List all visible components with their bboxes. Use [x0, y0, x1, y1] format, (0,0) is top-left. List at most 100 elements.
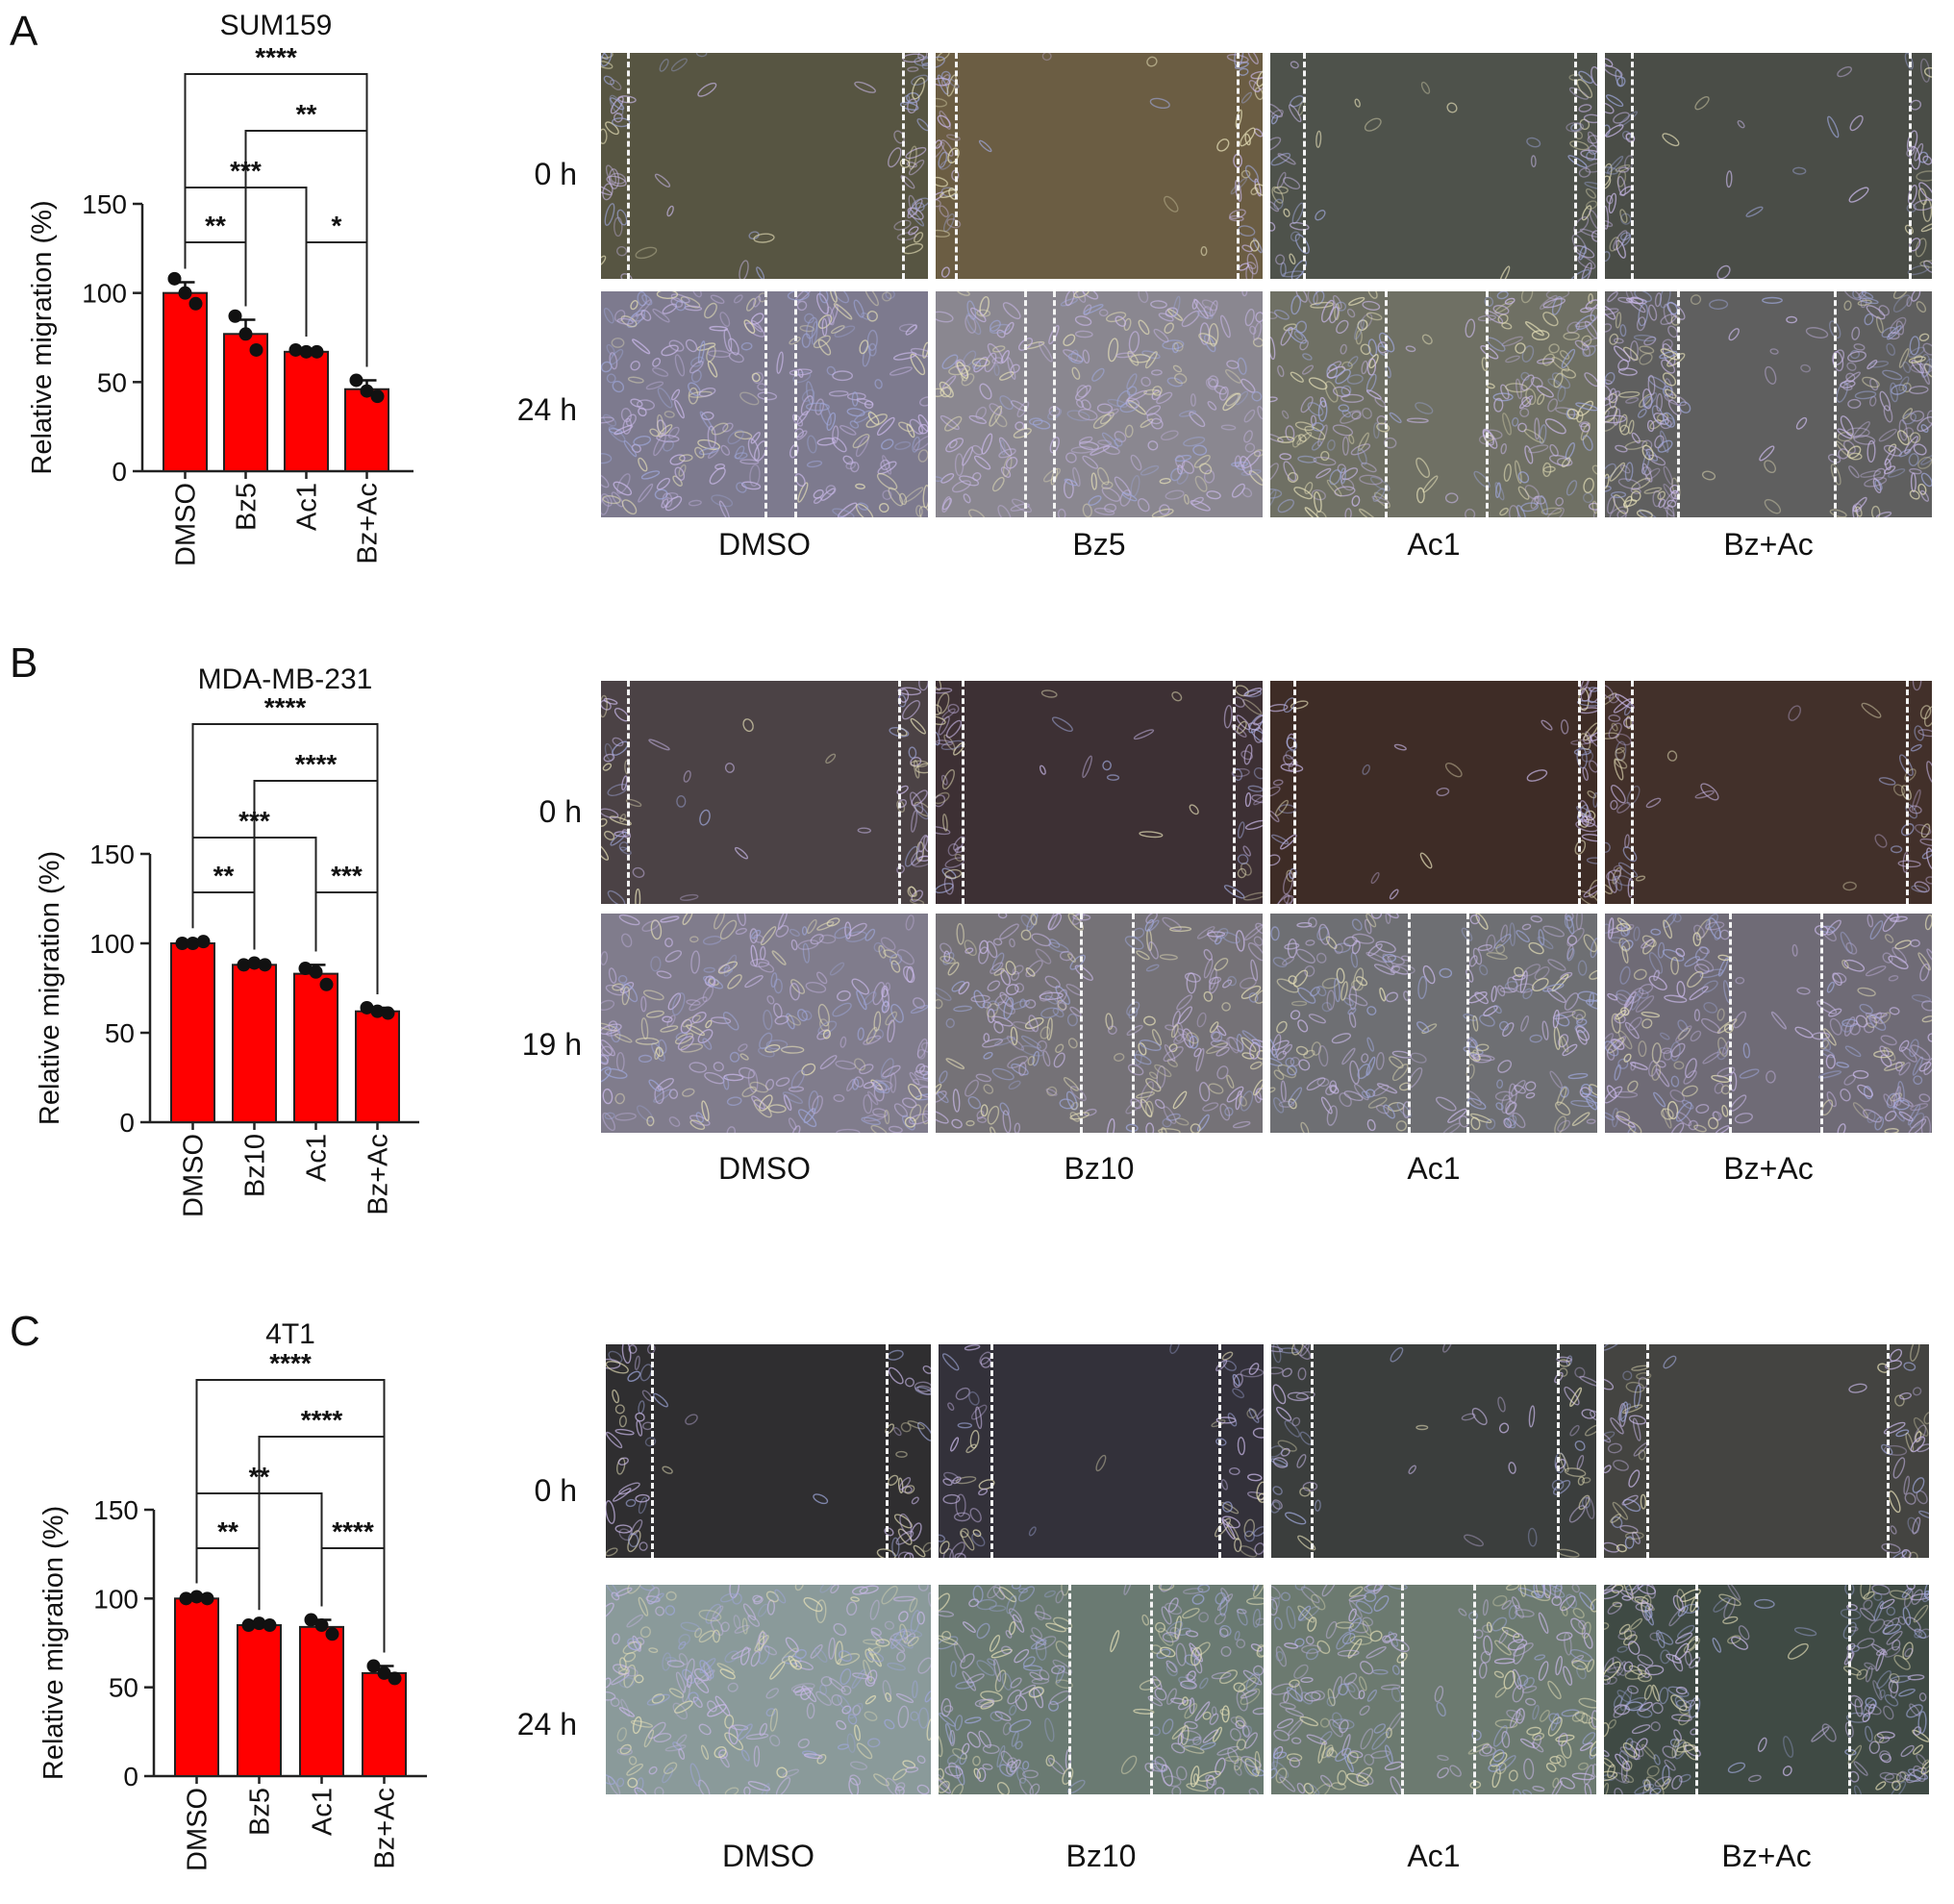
wound-edge-right-line	[1909, 53, 1913, 279]
data-point	[179, 1591, 193, 1606]
microscopy-tile	[1605, 291, 1932, 517]
microscopy-tile	[939, 1344, 1264, 1558]
data-point	[360, 1000, 374, 1015]
y-tick-label: 150	[93, 1495, 138, 1525]
condition-label: Bz5	[1072, 527, 1126, 562]
wound-edge-left-line	[1729, 914, 1733, 1133]
y-tick-label: 100	[82, 279, 127, 309]
wound-edge-left-line	[1401, 1585, 1405, 1794]
x-tick-label: Bz+Ac	[353, 483, 384, 564]
time-label: 24 h	[516, 392, 577, 427]
significance-label: ****	[264, 692, 307, 722]
wound-edge-right-line	[1834, 291, 1837, 517]
data-point	[178, 286, 192, 300]
microscopy-tile	[1605, 914, 1932, 1133]
bar-bz-ac	[362, 1671, 407, 1778]
x-tick-label: Bz5	[245, 1788, 276, 1836]
data-point	[237, 958, 251, 972]
significance-bracket	[191, 891, 256, 950]
chart-title: SUM159	[220, 10, 333, 41]
image-row-0h	[601, 53, 1932, 279]
image-row-0h	[601, 681, 1932, 904]
data-point	[189, 1590, 204, 1604]
image-row-24h	[606, 1585, 1929, 1794]
bar-bz-ac	[344, 388, 389, 473]
data-point	[319, 977, 334, 991]
data-point	[247, 956, 262, 970]
wound-edge-left-line	[1292, 681, 1296, 904]
significance-bracket	[305, 241, 368, 367]
wound-edge-left-line	[627, 681, 631, 904]
microscopy-tile	[1605, 681, 1932, 904]
wound-edge-right-line	[1233, 681, 1237, 904]
data-point	[377, 1666, 391, 1680]
bar-dmso	[170, 942, 215, 1123]
x-tick-label: Ac1	[308, 1788, 338, 1836]
panel-letter-b: B	[10, 639, 38, 687]
time-label: 19 h	[521, 1027, 582, 1062]
chart-title: MDA-MB-231	[198, 664, 373, 695]
microscopy-tile	[1270, 291, 1597, 517]
panel-letter-a: A	[10, 8, 38, 55]
microscopy-tile	[1604, 1344, 1929, 1558]
microscopy-tile	[939, 1585, 1264, 1794]
microscopy-tile	[936, 291, 1263, 517]
significance-bracket	[320, 1547, 386, 1653]
data-point	[200, 1591, 214, 1606]
data-point	[298, 962, 313, 976]
x-tick-label: DMSO	[183, 1788, 213, 1871]
x-tick-label: Ac1	[302, 1134, 333, 1182]
wound-edge-left-line	[1310, 1344, 1314, 1558]
data-point	[309, 965, 323, 979]
significance-label: ****	[269, 1348, 312, 1378]
data-point	[258, 958, 272, 972]
bar-dmso	[174, 1597, 219, 1778]
wound-edge-right-line	[901, 53, 905, 279]
significance-label: ****	[301, 1405, 343, 1435]
wound-edge-left-line	[1694, 1585, 1698, 1794]
wound-edge-right-line	[1905, 681, 1909, 904]
significance-bracket	[184, 241, 247, 307]
wound-edge-left-line	[1631, 53, 1635, 279]
condition-label: DMSO	[718, 527, 811, 562]
data-point	[310, 344, 324, 359]
time-label: 24 h	[516, 1707, 577, 1741]
bar-bz10	[232, 964, 277, 1123]
condition-label: Bz10	[1065, 1839, 1137, 1873]
wound-edge-right-line	[1236, 53, 1240, 279]
y-tick-label: 0	[112, 457, 127, 487]
microscopy-tile	[601, 681, 928, 904]
wound-edge-right-line	[898, 681, 902, 904]
microscopy-tile	[1271, 1344, 1596, 1558]
significance-label: ****	[255, 42, 297, 72]
wound-edge-left-line	[1676, 291, 1680, 517]
x-tick-label: Bz5	[232, 483, 263, 531]
data-point	[299, 344, 313, 359]
microscopy-tile	[1604, 1585, 1929, 1794]
wound-edge-right-line	[1149, 1585, 1153, 1794]
data-point	[196, 935, 211, 949]
x-tick-label: Ac1	[292, 483, 323, 531]
significance-label: **	[296, 99, 317, 129]
data-point	[188, 296, 203, 311]
condition-label: DMSO	[722, 1839, 814, 1873]
data-point	[370, 1004, 385, 1018]
data-point	[388, 1671, 402, 1686]
significance-label: ****	[332, 1516, 374, 1546]
x-tick-label: Bz+Ac	[363, 1134, 394, 1215]
microscopy-tile	[936, 681, 1263, 904]
wound-edge-right-line	[1887, 1344, 1891, 1558]
wound-edge-left-line	[1631, 681, 1635, 904]
significance-label: ***	[230, 156, 262, 186]
significance-label: ****	[295, 749, 338, 779]
wound-edge-left-line	[990, 1344, 994, 1558]
bar-dmso	[163, 291, 208, 472]
condition-label: DMSO	[718, 1151, 811, 1186]
y-tick-label: 100	[93, 1584, 138, 1614]
microscopy-tile	[1271, 1585, 1596, 1794]
condition-label: Bz+Ac	[1723, 1151, 1814, 1186]
wound-edge-left-line	[651, 1344, 655, 1558]
condition-label: Bz+Ac	[1721, 1839, 1812, 1873]
y-tick-label: 150	[82, 189, 127, 219]
data-point	[238, 327, 253, 341]
